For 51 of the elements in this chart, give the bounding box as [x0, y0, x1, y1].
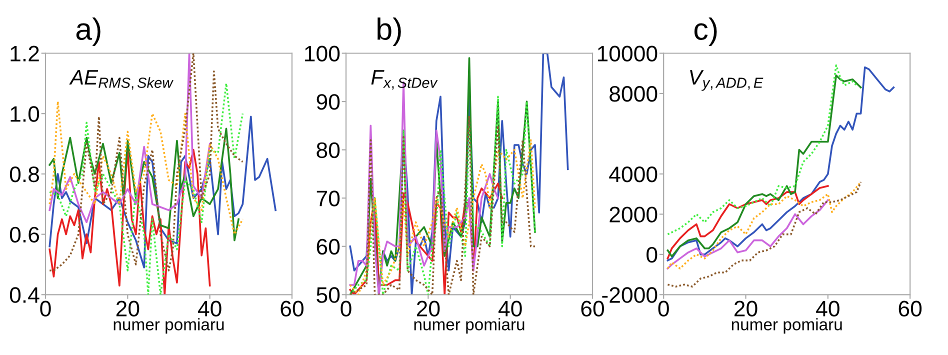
- line-series: [48, 148, 211, 295]
- line-series: [666, 181, 862, 288]
- x-tick-label: 0: [40, 300, 51, 317]
- y-tick-label: 10000: [598, 46, 658, 62]
- x-tick-label: 40: [498, 300, 522, 317]
- x-axis-title: numer pomiaru: [414, 318, 524, 334]
- x-tick-label: 40: [816, 300, 840, 317]
- line-series: [48, 128, 240, 242]
- y-tick-label: 1.2: [10, 46, 39, 62]
- y-tick-label: 4000: [609, 166, 658, 182]
- x-tick-label: 60: [280, 300, 304, 317]
- annotation: AE$_{RMS,Skew}$: [69, 70, 174, 90]
- line-series: [48, 53, 211, 224]
- chart-title: a): [76, 18, 100, 46]
- line-series: [349, 57, 536, 295]
- line-series: [666, 66, 895, 262]
- line-series: [48, 53, 244, 272]
- y-tick-label: 60: [316, 238, 340, 255]
- x-axis-title: numer pomiaru: [114, 318, 224, 334]
- line-series: [48, 116, 276, 268]
- x-tick-label: 60: [898, 300, 922, 317]
- line-series: [48, 100, 244, 236]
- y-tick-label: 90: [316, 94, 340, 110]
- x-tick-label: 20: [416, 300, 440, 317]
- line-series: [349, 182, 504, 295]
- y-tick-label: 1.0: [10, 106, 40, 122]
- x-tick-label: 0: [658, 300, 669, 317]
- x-tick-label: 40: [198, 300, 222, 317]
- y-tick-label: 70: [316, 190, 340, 206]
- y-tick-label: 80: [316, 142, 340, 158]
- chart-title: c): [694, 18, 717, 46]
- line-series: [666, 64, 858, 236]
- annotation: V$_{y,ADD,E}$: [690, 70, 764, 91]
- y-tick-label: 0.6: [10, 226, 39, 243]
- line-series: [666, 181, 862, 270]
- y-tick-label: 0.4: [10, 287, 40, 303]
- line-series: [666, 199, 829, 270]
- x-tick-label: 20: [116, 300, 140, 317]
- x-tick-label: 60: [581, 300, 604, 317]
- x-tick-label: 0: [340, 300, 352, 317]
- x-axis-title: numer pomiaru: [732, 318, 842, 334]
- x-tick-label: 20: [734, 300, 758, 317]
- y-tick-label: 50: [316, 287, 340, 303]
- y-tick-label: 2000: [610, 206, 658, 222]
- y-tick-label: 8000: [610, 86, 658, 102]
- y-tick-label: 100: [305, 46, 340, 62]
- y-tick-label: -2000: [602, 287, 658, 303]
- y-tick-label: 0.8: [10, 166, 39, 182]
- chart-title: b): [378, 18, 401, 46]
- y-tick-label: 0: [646, 246, 658, 263]
- line-series: [666, 185, 829, 260]
